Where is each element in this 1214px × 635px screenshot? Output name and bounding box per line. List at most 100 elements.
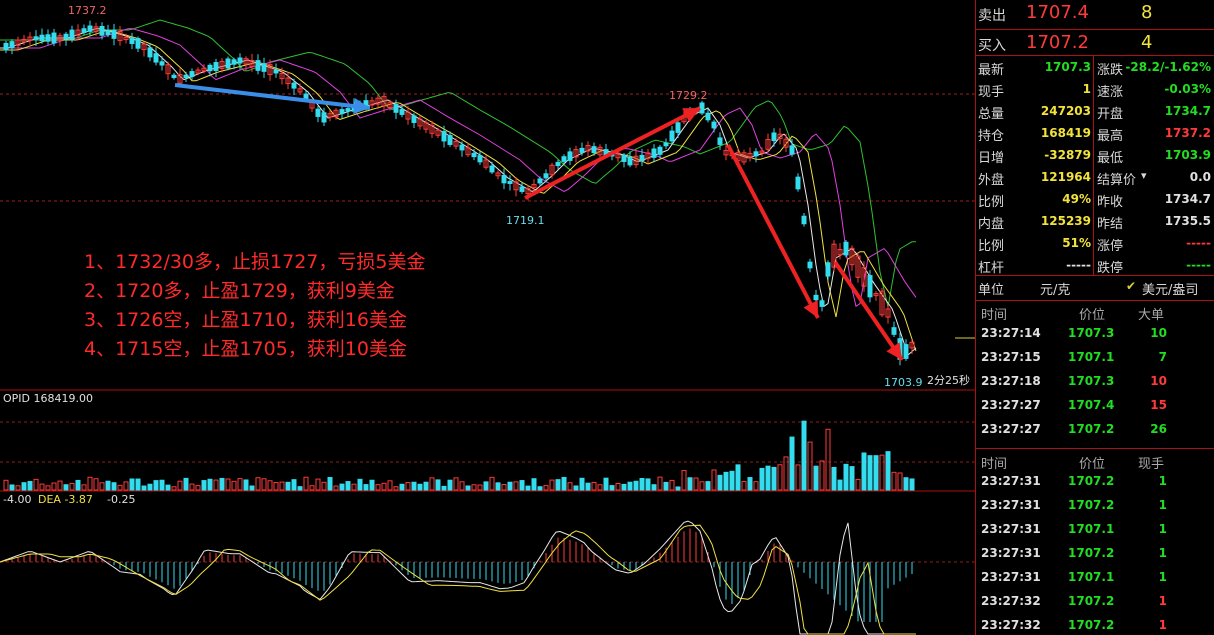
stat-value: 1734.7 <box>1164 104 1211 118</box>
candle-body <box>225 58 231 69</box>
list-item[interactable]: 23:27:31 1707.1 1 <box>976 565 1214 589</box>
volume-bar <box>453 477 459 491</box>
volume-bar <box>237 478 243 491</box>
row-time: 23:27:31 <box>981 522 1041 536</box>
list-item[interactable]: 23:27:15 1707.1 7 <box>976 345 1214 369</box>
row-price: 1707.2 <box>1068 546 1115 560</box>
volume-bar <box>909 478 915 491</box>
candle-body <box>741 152 747 163</box>
volume-bar <box>855 478 861 491</box>
volume-bar <box>843 463 849 491</box>
list-item[interactable]: 23:27:27 1707.4 15 <box>976 393 1214 417</box>
stat-value: 51% <box>1062 236 1091 250</box>
candle-body <box>615 152 621 159</box>
volume-bar <box>603 477 609 491</box>
price-chart-svg[interactable]: 1737.2 1729.2 1719.1 1703.9 2分25秒 OPID 168419… <box>0 0 975 635</box>
volume-bar <box>681 470 687 491</box>
candle-body <box>117 31 123 41</box>
volume-bar <box>483 481 489 491</box>
list-item[interactable]: 23:27:31 1707.1 1 <box>976 517 1214 541</box>
volume-bar <box>819 460 825 491</box>
volume-bar <box>573 485 579 491</box>
volume-bar <box>789 436 795 491</box>
list-item[interactable]: 23:27:27 1707.2 26 <box>976 417 1214 441</box>
unit-option-usd-oz[interactable]: 美元/盎司 <box>1142 283 1199 298</box>
candle-body <box>471 152 477 158</box>
candle-body <box>27 36 33 41</box>
list-item[interactable]: 23:27:31 1707.2 1 <box>976 541 1214 565</box>
buy-row[interactable]: 买入 1707.2 4 <box>976 30 1214 56</box>
candle-body <box>411 115 417 123</box>
volume-bar <box>195 485 201 491</box>
candle-body <box>141 43 147 51</box>
row-qty: 1 <box>1158 474 1167 488</box>
sell-row[interactable]: 卖出 1707.4 8 <box>976 0 1214 28</box>
volume-bar <box>369 479 375 491</box>
candle-body <box>171 74 177 79</box>
volume-bar <box>75 479 81 491</box>
stat-value: 1 <box>1082 82 1091 96</box>
buy-qty: 4 <box>1141 32 1153 53</box>
volume-bar <box>669 479 675 491</box>
candle-body <box>591 146 597 154</box>
row-qty: 7 <box>1158 350 1167 364</box>
volume-bar <box>771 466 777 491</box>
candle-body <box>339 109 345 115</box>
candle-body <box>51 32 57 44</box>
candle-body <box>381 95 387 107</box>
candle-body <box>405 111 411 120</box>
volume-bar <box>435 479 441 491</box>
arrow-red-up-head <box>682 108 700 123</box>
list-item[interactable]: 23:27:14 1707.3 10 <box>976 321 1214 345</box>
candle-body <box>795 176 801 190</box>
volume-bar <box>417 483 423 491</box>
row-qty: 1 <box>1158 594 1167 608</box>
candle-body <box>771 132 777 142</box>
list-item[interactable]: 23:27:31 1707.2 1 <box>976 493 1214 517</box>
row-price: 1707.4 <box>1068 398 1115 412</box>
volume-bar <box>27 480 33 491</box>
unit-value-option[interactable]: 元/克 <box>1040 283 1071 298</box>
candle-body <box>747 152 753 159</box>
volume-bar <box>351 483 357 491</box>
candle-body <box>237 57 243 64</box>
row-time: 23:27:18 <box>981 374 1041 388</box>
candle-body <box>147 47 153 58</box>
stat-value: 1735.5 <box>1164 214 1211 228</box>
header-price: 价位 <box>1079 308 1106 323</box>
volume-bar <box>549 479 555 491</box>
candle-body <box>903 344 909 359</box>
candle-body <box>663 142 669 147</box>
candle-body <box>777 133 783 140</box>
volume-bar <box>339 483 345 491</box>
volume-bar <box>705 481 711 491</box>
candle-body <box>195 69 201 74</box>
candle-body <box>675 122 681 133</box>
volume-bar <box>801 420 807 491</box>
list-item[interactable]: 23:27:18 1707.3 10 <box>976 369 1214 393</box>
volume-bar <box>633 480 639 491</box>
stat-value: 1737.2 <box>1164 126 1211 140</box>
list-item[interactable]: 23:27:32 1707.2 1 <box>976 589 1214 613</box>
volume-bar <box>363 484 369 491</box>
list-item[interactable]: 23:27:32 1707.2 1 <box>976 613 1214 635</box>
candlestick-chart-area[interactable]: 1737.2 1729.2 1719.1 1703.9 2分25秒 OPID 168419… <box>0 0 975 635</box>
volume-bar <box>225 478 231 491</box>
volume-bar <box>117 484 123 491</box>
candle-body <box>387 101 393 108</box>
candle-body <box>753 151 759 157</box>
trade-note-4: 4、1715空，止盈1705，获利10美金 <box>84 338 407 360</box>
candle-body <box>417 118 423 127</box>
divider <box>976 300 1214 301</box>
stat-value: 121964 <box>1040 170 1091 184</box>
candle-body <box>873 293 879 297</box>
candle-body <box>507 180 513 184</box>
candle-body <box>255 60 261 71</box>
volume-bar <box>765 465 771 491</box>
candle-body <box>813 294 819 301</box>
list-item[interactable]: 23:27:31 1707.2 1 <box>976 469 1214 493</box>
stats-row: 比例 51% 涨停 ----- <box>976 232 1214 254</box>
stat-label: 现手 <box>978 85 1005 100</box>
candle-body <box>525 188 531 195</box>
volume-bar <box>729 470 735 491</box>
